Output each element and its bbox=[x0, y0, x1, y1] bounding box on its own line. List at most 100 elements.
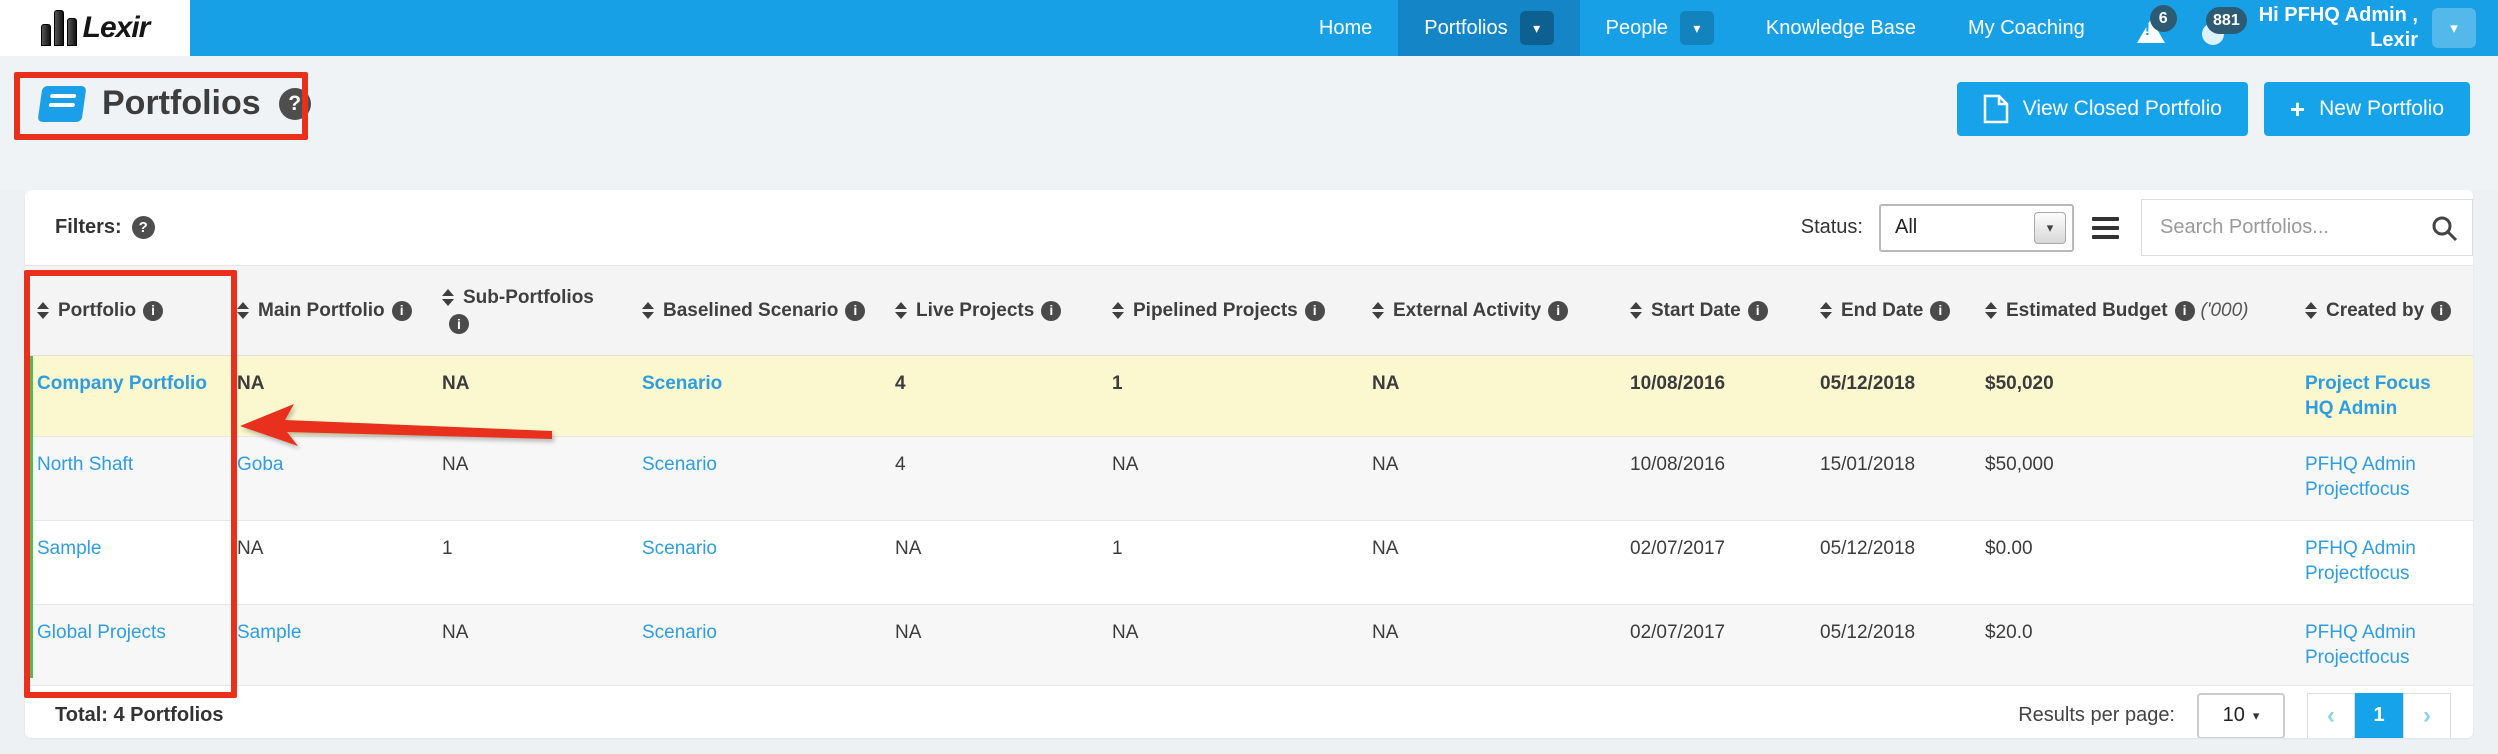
info-icon[interactable]: i bbox=[2431, 300, 2452, 321]
created-by-link[interactable]: PFHQ Admin Projectfocus bbox=[2305, 622, 2416, 668]
warning-count-badge: 6 bbox=[2149, 5, 2177, 32]
nav-items: Home Portfolios ▾ People ▾ Knowledge Bas… bbox=[1293, 0, 2498, 56]
main-portfolio-link[interactable]: Goba bbox=[237, 454, 284, 475]
created-by-link[interactable]: PFHQ Admin Projectfocus bbox=[2305, 538, 2416, 584]
column-header-estimated-budget[interactable]: Estimated Budget i ('000) bbox=[1973, 265, 2293, 356]
nav-label-knowledge-base: Knowledge Base bbox=[1765, 16, 1917, 39]
scenario-link[interactable]: Scenario bbox=[642, 538, 717, 559]
info-icon[interactable]: i bbox=[1930, 300, 1951, 321]
portfolio-link[interactable]: North Shaft bbox=[37, 454, 134, 475]
warnings-indicator[interactable]: ! 6 bbox=[2135, 5, 2177, 45]
nav-item-people[interactable]: People ▾ bbox=[1580, 0, 1740, 56]
column-header-portfolio[interactable]: Portfolio i bbox=[25, 265, 225, 356]
column-header-sub-portfolios[interactable]: Sub-Portfolios i bbox=[430, 265, 630, 356]
new-portfolio-button[interactable]: + New Portfolio bbox=[2263, 82, 2470, 136]
brand-name: Lexir bbox=[82, 11, 151, 44]
people-dropdown-caret-icon[interactable]: ▾ bbox=[1679, 11, 1714, 45]
cell-external-activity: NA bbox=[1360, 436, 1618, 521]
results-per-page-select[interactable]: 10 ▾ bbox=[2197, 692, 2285, 738]
cell-end-date: 05/12/2018 bbox=[1808, 520, 1973, 605]
page-help-icon[interactable]: ? bbox=[278, 87, 311, 120]
filters-row: Filters: ? Status: All ▾ bbox=[25, 190, 2473, 265]
table-body: Company Portfolio NA NA Scenario 4 1 NA … bbox=[25, 355, 2473, 686]
search-input[interactable] bbox=[2142, 200, 2472, 255]
sort-icon[interactable] bbox=[642, 302, 654, 320]
results-per-page-value: 10 bbox=[2222, 704, 2245, 726]
search-box bbox=[2141, 199, 2473, 256]
column-header-start-date[interactable]: Start Date i bbox=[1618, 265, 1808, 356]
portfolio-link[interactable]: Company Portfolio bbox=[37, 373, 207, 394]
table-row-global-projects: Global Projects Sample NA Scenario NA NA… bbox=[25, 604, 2473, 686]
portfolios-dropdown-caret-icon[interactable]: ▾ bbox=[1519, 11, 1554, 45]
cell-start-date: 10/08/2016 bbox=[1618, 355, 1808, 437]
portfolio-link[interactable]: Global Projects bbox=[37, 622, 166, 643]
cell-end-date: 05/12/2018 bbox=[1808, 355, 1973, 437]
cell-sub-portfolios: NA bbox=[430, 355, 630, 437]
view-closed-portfolio-button[interactable]: View Closed Portfolio bbox=[1956, 82, 2248, 136]
previous-page-button[interactable]: ‹ bbox=[2307, 692, 2355, 738]
nav-item-knowledge-base[interactable]: Knowledge Base bbox=[1740, 0, 1942, 56]
column-menu-icon[interactable] bbox=[2092, 216, 2119, 239]
scenario-link[interactable]: Scenario bbox=[642, 454, 717, 475]
info-icon[interactable]: i bbox=[1041, 300, 1062, 321]
search-icon[interactable] bbox=[2430, 214, 2458, 242]
column-label: Pipelined Projects bbox=[1133, 300, 1298, 321]
sort-icon[interactable] bbox=[442, 288, 454, 306]
info-icon[interactable]: i bbox=[1747, 300, 1768, 321]
cell-end-date: 05/12/2018 bbox=[1808, 604, 1973, 686]
sort-icon[interactable] bbox=[1372, 302, 1384, 320]
sort-icon[interactable] bbox=[237, 302, 249, 320]
column-header-external-activity[interactable]: External Activity i bbox=[1360, 265, 1618, 356]
cell-live-projects: NA bbox=[883, 604, 1100, 686]
nav-item-portfolios[interactable]: Portfolios ▾ bbox=[1398, 0, 1580, 56]
info-icon[interactable]: i bbox=[1304, 300, 1325, 321]
column-header-baselined-scenario[interactable]: Baselined Scenario i bbox=[630, 265, 883, 356]
next-page-button[interactable]: › bbox=[2403, 692, 2451, 738]
user-menu[interactable]: Hi PFHQ Admin , Lexir ▾ bbox=[2253, 0, 2498, 56]
alert-icons-group: ! 6 881 bbox=[2111, 0, 2253, 56]
main-portfolio-link[interactable]: Sample bbox=[237, 622, 302, 643]
created-by-link[interactable]: PFHQ Admin Projectfocus bbox=[2305, 454, 2416, 500]
sort-icon[interactable] bbox=[1112, 302, 1124, 320]
notifications-indicator[interactable]: 881 bbox=[2195, 7, 2247, 45]
row-status-green-strip bbox=[25, 356, 33, 678]
column-header-pipelined-projects[interactable]: Pipelined Projects i bbox=[1100, 265, 1360, 356]
column-header-live-projects[interactable]: Live Projects i bbox=[883, 265, 1100, 356]
app-logo[interactable]: Lexir bbox=[0, 0, 190, 56]
nav-item-my-coaching[interactable]: My Coaching bbox=[1942, 0, 2111, 56]
scenario-link[interactable]: Scenario bbox=[642, 373, 723, 394]
user-menu-caret-icon[interactable]: ▾ bbox=[2432, 8, 2476, 48]
status-select[interactable]: All ▾ bbox=[1879, 203, 2074, 252]
cell-main-portfolio: NA bbox=[225, 520, 430, 605]
page-title: Portfolios bbox=[102, 84, 261, 122]
column-label: Start Date bbox=[1651, 300, 1741, 321]
portfolios-panel: Filters: ? Status: All ▾ bbox=[25, 190, 2473, 738]
info-icon[interactable]: i bbox=[2174, 300, 2195, 321]
cell-estimated-budget: $50,020 bbox=[1973, 355, 2293, 437]
info-icon[interactable]: i bbox=[845, 300, 866, 321]
cell-sub-portfolios: NA bbox=[430, 436, 630, 521]
scenario-link[interactable]: Scenario bbox=[642, 622, 717, 643]
nav-item-home[interactable]: Home bbox=[1293, 0, 1398, 56]
filters-help-icon[interactable]: ? bbox=[131, 216, 155, 239]
created-by-link[interactable]: Project Focus HQ Admin bbox=[2305, 373, 2431, 419]
sort-icon[interactable] bbox=[1985, 302, 1997, 320]
portfolio-book-icon bbox=[37, 85, 87, 122]
portfolio-link[interactable]: Sample bbox=[37, 538, 102, 559]
sort-icon[interactable] bbox=[1820, 302, 1832, 320]
portfolios-table: Portfolio i Main Portfolio i Sub-Portfolio… bbox=[25, 265, 2473, 686]
sort-icon[interactable] bbox=[1630, 302, 1642, 320]
column-header-end-date[interactable]: End Date i bbox=[1808, 265, 1973, 356]
cell-start-date: 10/08/2016 bbox=[1618, 436, 1808, 521]
info-icon[interactable]: i bbox=[1548, 300, 1569, 321]
info-icon[interactable]: i bbox=[143, 300, 164, 321]
info-icon[interactable]: i bbox=[449, 314, 469, 335]
sort-icon[interactable] bbox=[2305, 302, 2317, 320]
sort-icon[interactable] bbox=[37, 302, 49, 320]
info-icon[interactable]: i bbox=[391, 300, 412, 321]
sort-icon[interactable] bbox=[895, 302, 907, 320]
column-header-main-portfolio[interactable]: Main Portfolio i bbox=[225, 265, 430, 356]
total-count-label: Total: 4 Portfolios bbox=[55, 704, 224, 726]
column-header-created-by[interactable]: Created by i bbox=[2293, 265, 2473, 356]
current-page-button[interactable]: 1 bbox=[2355, 692, 2403, 738]
